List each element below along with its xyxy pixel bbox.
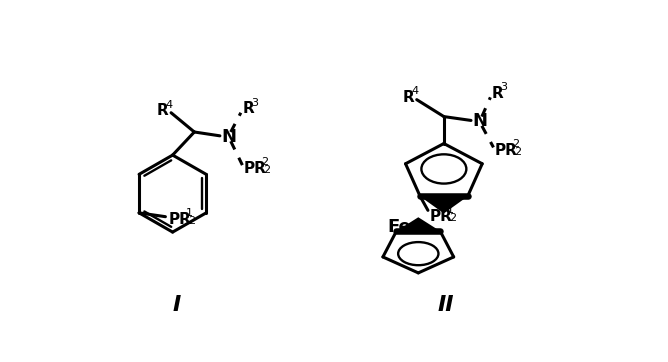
Text: 2: 2: [188, 215, 195, 226]
Text: PR: PR: [244, 161, 267, 176]
Text: PR: PR: [430, 209, 452, 224]
Text: 2: 2: [449, 213, 456, 223]
Text: 4: 4: [166, 100, 173, 110]
Text: PR: PR: [495, 143, 518, 158]
Polygon shape: [420, 197, 468, 214]
Text: I: I: [172, 295, 180, 315]
Text: N: N: [222, 128, 236, 146]
Text: 2: 2: [514, 147, 522, 157]
Text: 1: 1: [186, 208, 192, 218]
Text: R: R: [242, 101, 254, 117]
Text: Fe: Fe: [387, 218, 411, 236]
Text: 2: 2: [263, 165, 271, 175]
Polygon shape: [396, 217, 440, 231]
Text: 3: 3: [251, 98, 258, 108]
Text: N: N: [472, 112, 488, 130]
Text: 1: 1: [446, 205, 454, 215]
Text: R: R: [403, 90, 415, 105]
Text: R: R: [157, 103, 169, 118]
Text: 2: 2: [512, 139, 519, 149]
Text: R: R: [492, 86, 504, 101]
Text: 2: 2: [261, 157, 268, 167]
Text: 3: 3: [500, 82, 508, 92]
Text: II: II: [438, 295, 454, 315]
Text: PR: PR: [168, 211, 192, 227]
Text: 4: 4: [411, 86, 418, 96]
